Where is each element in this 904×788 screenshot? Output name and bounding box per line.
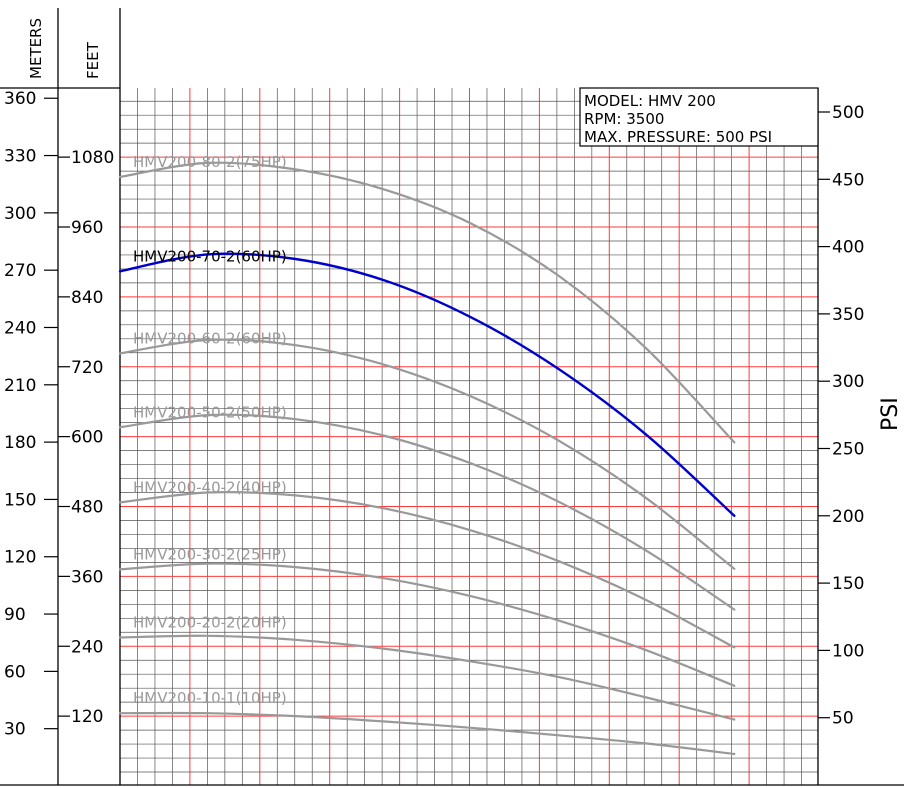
meters-tick-label: 360 <box>4 89 36 109</box>
chart-grid <box>120 88 818 785</box>
pump-curve-line <box>118 711 736 756</box>
pump-curve-label: HMV200-10-1(10HP) <box>133 689 287 707</box>
feet-tick-label: 240 <box>71 637 103 657</box>
psi-tick-label: 100 <box>832 641 864 661</box>
feet-axis-label: FEET <box>84 41 102 79</box>
meters-tick-label: 90 <box>4 605 26 625</box>
psi-tick-label: 200 <box>832 507 864 527</box>
pump-curve-label: HMV200-60-2(60HP) <box>133 329 287 347</box>
feet-tick-label: 360 <box>71 567 103 587</box>
pump-curve-label: HMV200-70-2(60HP) <box>133 247 287 265</box>
meters-tick-label: 300 <box>4 204 36 224</box>
rpm-text: RPM: 3500 <box>584 110 664 128</box>
psi-tick-label: 450 <box>832 170 864 190</box>
series-labels: HMV200-80-2(75HP) HMV200-70-2(60HP) HMV200… <box>133 153 287 707</box>
psi-tick-label: 400 <box>832 238 864 258</box>
pump-curve-line <box>118 491 736 649</box>
axis-ticks: 30 60 90 120 150 180 210 240 270 300 330 360 120 240 3… <box>4 89 864 739</box>
pump-curve-label: HMV200-20-2(20HP) <box>133 614 287 632</box>
pump-curve-line <box>118 161 736 444</box>
pump-curve-line <box>118 413 736 611</box>
meters-tick-label: 330 <box>4 147 36 167</box>
meters-tick-label: 150 <box>4 490 36 510</box>
pump-curve-label: HMV200-40-2(40HP) <box>133 478 287 496</box>
feet-tick-label: 960 <box>71 218 103 238</box>
meters-tick-label: 180 <box>4 433 36 453</box>
psi-tick-label: 300 <box>832 372 864 392</box>
meters-tick-label: 210 <box>4 376 36 396</box>
feet-tick-label: 840 <box>71 288 103 308</box>
pump-curve-label: HMV200-80-2(75HP) <box>133 153 287 171</box>
model-info-box: MODEL: HMV 200 RPM: 3500 MAX. PRESSURE: … <box>579 87 819 147</box>
pump-curve-line <box>118 252 736 517</box>
psi-tick-label: 50 <box>832 709 854 729</box>
feet-tick-label: 1080 <box>71 148 114 168</box>
psi-axis-label: PSI <box>878 397 903 431</box>
pump-curve-line <box>118 562 736 687</box>
meters-tick-label: 240 <box>4 318 36 338</box>
feet-tick-label: 480 <box>71 498 103 518</box>
axis-frame <box>0 8 904 786</box>
psi-tick-label: 350 <box>832 305 864 325</box>
feet-tick-label: 720 <box>71 358 103 378</box>
pump-curves <box>118 161 736 756</box>
pump-curve-label: HMV200-50-2(50HP) <box>133 403 287 421</box>
meters-tick-label: 60 <box>4 662 26 682</box>
meters-tick-label: 120 <box>4 548 36 568</box>
psi-tick-label: 500 <box>832 103 864 123</box>
meters-tick-label: 30 <box>4 720 26 740</box>
psi-tick-label: 150 <box>832 574 864 594</box>
pump-curve-line <box>118 338 736 570</box>
model-text: MODEL: HMV 200 <box>584 92 716 110</box>
psi-tick-label: 250 <box>832 440 864 460</box>
feet-tick-label: 120 <box>71 707 103 727</box>
meters-axis-label: METERS <box>27 18 45 79</box>
meters-tick-label: 270 <box>4 261 36 281</box>
max-pressure-text: MAX. PRESSURE: 500 PSI <box>584 128 772 146</box>
feet-tick-label: 600 <box>71 428 103 448</box>
pump-curve-line <box>118 634 736 721</box>
pump-curve-label: HMV200-30-2(25HP) <box>133 545 287 563</box>
